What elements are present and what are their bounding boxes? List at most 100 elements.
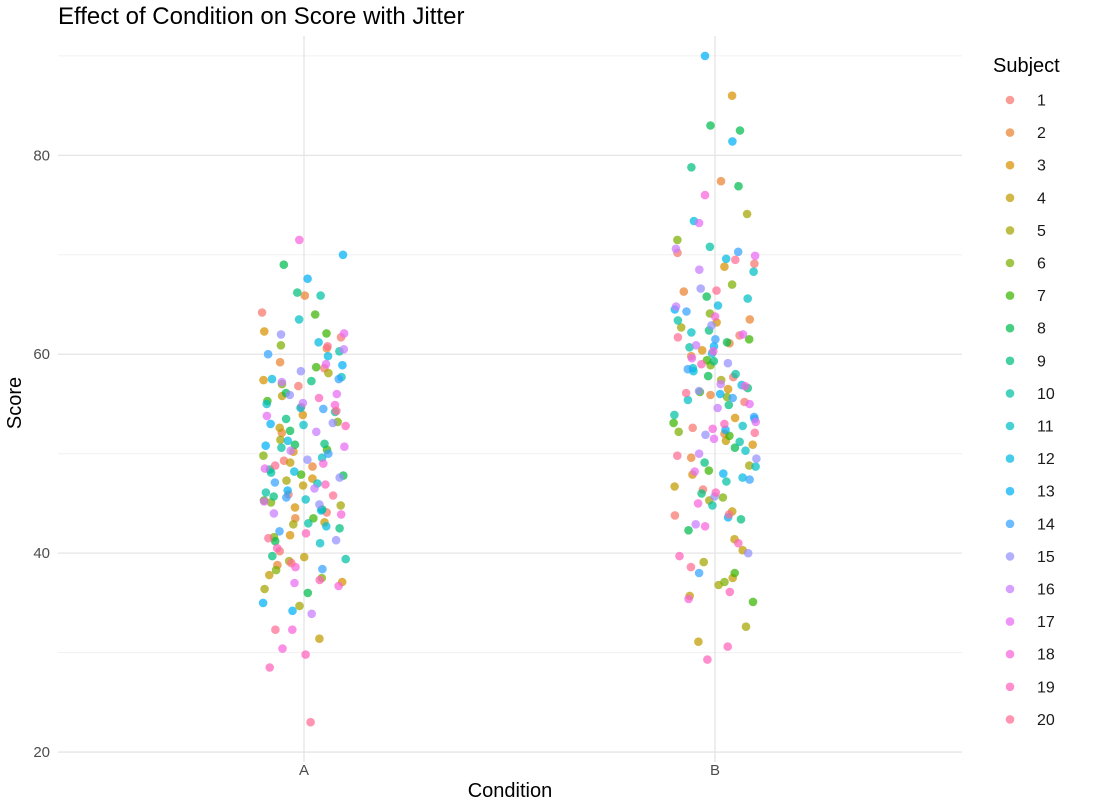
data-point [336,501,346,510]
data-point [681,388,691,398]
legend-label: 20 [1037,712,1055,729]
data-point [694,568,704,578]
data-point [279,260,289,270]
data-point [730,568,739,578]
data-point [670,511,680,520]
data-point [260,584,269,594]
legend-key [1005,389,1015,398]
data-point [268,551,277,561]
data-point [278,644,287,653]
data-point [339,345,349,354]
data-point [267,374,277,384]
data-point [301,529,311,538]
y-tick-label: 40 [33,545,50,562]
data-point [275,423,285,433]
data-point [311,362,321,372]
data-point [738,330,748,339]
y-tick-labels: 20 40 60 80 [33,147,50,761]
data-point [303,274,312,284]
data-point [285,390,295,400]
data-point [304,519,313,528]
data-point [750,259,759,269]
data-point [679,287,689,296]
data-point [720,262,729,272]
data-point [743,548,753,558]
data-point [691,341,701,350]
data-point [265,663,275,672]
data-point [745,475,754,484]
data-point [259,375,268,385]
data-point [748,597,758,607]
data-point [265,570,274,580]
legend-key [1005,519,1015,529]
legend-label: 3 [1037,158,1046,175]
legend-label: 18 [1037,647,1055,664]
x-tick-label: B [710,762,720,779]
data-point [711,335,720,344]
data-point [702,292,711,301]
data-point [710,312,720,321]
data-point [745,399,754,409]
legend-label: 7 [1037,288,1046,305]
data-point [706,121,715,130]
data-point [728,137,737,146]
data-point [738,473,747,482]
data-point [262,411,272,421]
chart-title: Effect of Condition on Score with Jitter [58,3,464,30]
data-point [335,473,345,482]
data-point [751,462,760,471]
data-point [322,522,331,531]
data-point [260,464,270,473]
data-point [276,330,286,339]
data-point [670,410,679,420]
data-point [315,538,325,548]
data-point [324,449,333,459]
data-point [713,403,722,413]
data-point [288,606,297,616]
data-point [723,358,733,368]
data-point [690,467,699,476]
data-point [314,338,323,347]
legend-key [1005,682,1015,692]
data-point [323,351,333,361]
data-point [298,410,308,420]
data-point [706,390,715,400]
data-point [724,400,734,410]
legend-label: 6 [1037,256,1046,273]
data-point [711,488,721,497]
data-point [282,476,291,485]
data-point [271,565,281,575]
legend-label: 8 [1037,321,1046,338]
data-point [299,420,308,430]
data-point [301,650,310,659]
data-point [314,393,324,403]
data-point [340,442,349,452]
data-point [708,501,717,510]
data-point [718,493,728,502]
data-point [685,343,694,352]
data-point [315,634,324,643]
data-point [261,441,271,451]
data-point [323,342,332,351]
data-point [696,284,705,293]
data-point [743,294,752,303]
data-point [282,493,291,502]
data-point [283,486,292,495]
data-point [723,642,732,651]
data-point [322,329,331,338]
data-point [315,575,325,585]
data-point [716,379,725,389]
data-point [731,255,740,265]
data-point [289,520,298,529]
data-point [257,308,267,317]
data-point [299,552,309,562]
data-point [296,366,306,376]
data-point [722,338,732,347]
data-point [270,461,280,470]
data-point [694,449,704,459]
data-point [285,530,295,540]
legend-key [1005,649,1015,659]
legend-label: 16 [1037,582,1055,599]
legend-label: 5 [1037,223,1046,240]
data-point [741,622,751,631]
